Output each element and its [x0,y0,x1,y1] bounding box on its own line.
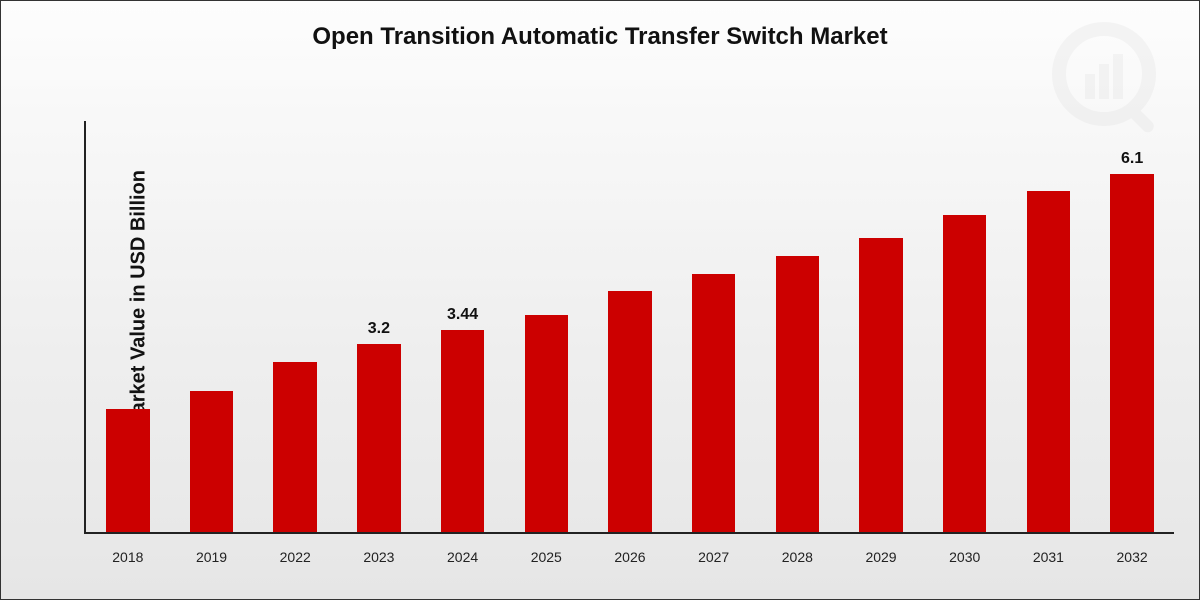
x-tick-label: 2018 [86,549,170,565]
plot-area: 3.23.44 6.1 [86,121,1174,534]
bar [357,344,401,532]
x-tick-label: 2029 [839,549,923,565]
bar-slot [672,121,756,532]
x-tick-label: 2032 [1090,549,1174,565]
bar-value-label: 6.1 [1090,150,1174,168]
x-tick-label: 2019 [170,549,254,565]
chart-title: Open Transition Automatic Transfer Switc… [1,23,1199,51]
bar-slot: 3.44 [421,121,505,532]
bar-slot: 3.2 [337,121,421,532]
chart-canvas: Open Transition Automatic Transfer Switc… [0,0,1200,600]
bar-slot [253,121,337,532]
bar-slot [588,121,672,532]
bar [859,238,903,532]
x-tick-label: 2031 [1007,549,1091,565]
bar [1110,174,1154,532]
bar [273,362,317,532]
bar-slot [86,121,170,532]
x-tick-label: 2026 [588,549,672,565]
bar-slot [1007,121,1091,532]
bar [525,315,569,532]
bar [692,274,736,532]
bar-slot [923,121,1007,532]
bar-slot [839,121,923,532]
bar-value-label: 3.2 [337,320,421,338]
x-tick-label: 2023 [337,549,421,565]
x-tick-label: 2030 [923,549,1007,565]
x-axis-labels: 2018201920222023202420252026202720282029… [86,549,1174,565]
bar-slot [504,121,588,532]
bar-value-label: 3.44 [421,306,505,324]
bar-slot: 6.1 [1090,121,1174,532]
bar [441,330,485,532]
bar-slot [756,121,840,532]
x-tick-label: 2027 [672,549,756,565]
bar-slot [170,121,254,532]
bar [943,215,987,532]
bar [1027,191,1071,532]
x-tick-label: 2025 [504,549,588,565]
bar [776,256,820,532]
bar [608,291,652,532]
x-tick-label: 2024 [421,549,505,565]
x-tick-label: 2022 [253,549,337,565]
x-tick-label: 2028 [756,549,840,565]
x-axis-line [86,532,1174,534]
bar [106,409,150,532]
bar [190,391,234,532]
bars-container: 3.23.44 6.1 [86,121,1174,532]
